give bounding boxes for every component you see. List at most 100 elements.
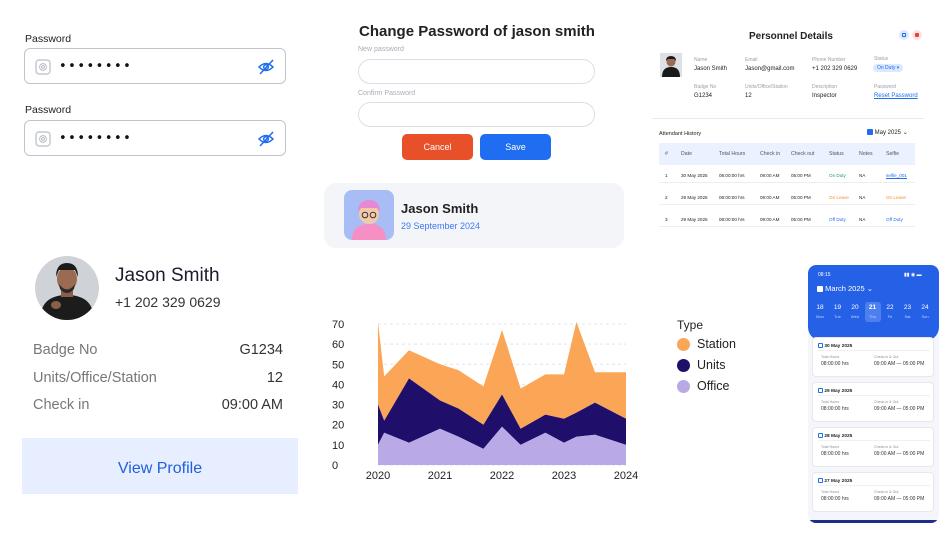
month-value: May 2025 (874, 130, 902, 136)
chip-date: 29 September 2024 (401, 221, 481, 231)
dialog-title: Change Password of jason smith (359, 23, 595, 40)
password-value: •••••••• (59, 59, 133, 74)
card-date-text: 29 May 2025 (824, 389, 853, 394)
chevron-down-icon: ⌄ (902, 130, 908, 136)
eye-off-icon[interactable] (257, 130, 275, 148)
divider (818, 440, 930, 441)
password-label: Password (25, 104, 72, 116)
badge-value: G1234 (239, 342, 283, 358)
check-range-value: 09:00 AM — 05:00 PM (874, 361, 925, 367)
total-hours-label: Total Hours (821, 445, 840, 449)
day-number[interactable]: 18 (816, 304, 824, 311)
table-cell[interactable]: selfie_001 (886, 173, 907, 178)
y-tick-label: 50 (332, 359, 344, 371)
column-header: Check in (760, 151, 781, 157)
calendar-icon (818, 433, 823, 438)
avatar (344, 190, 394, 240)
total-hours-value: 08:00:00 hrs (821, 451, 849, 457)
month-selector[interactable]: March 2025 ⌄ (817, 284, 873, 293)
status-dropdown[interactable]: On Duty ▾ (873, 64, 904, 72)
day-number[interactable]: 22 (886, 304, 894, 311)
status-icons: ▮▮ ◉ ▬ (904, 272, 922, 278)
y-tick-label: 30 (332, 400, 344, 412)
calendar-icon (818, 478, 823, 483)
day-number[interactable]: 21 (868, 304, 877, 311)
edit-icon[interactable] (899, 30, 909, 40)
divider (652, 118, 924, 119)
total-hours-value: 08:00:00 hrs (821, 496, 849, 502)
status-time: 08:15 (818, 272, 831, 278)
password-field[interactable]: •••••••• (24, 48, 286, 84)
check-range-label: Check-in & Out (874, 490, 899, 494)
day-number[interactable]: 23 (903, 304, 912, 311)
card-date-text: 28 May 2025 (824, 434, 853, 439)
check-range-value: 09:00 AM — 05:00 PM (874, 451, 925, 457)
badge-label: Badge No (33, 342, 98, 358)
cancel-button[interactable]: Cancel (402, 134, 473, 160)
attendance-card[interactable]: 28 May 2025 Total Hours 08:00:00 hrs Check-… (812, 427, 934, 467)
table-cell: 05:00 PM (791, 173, 811, 178)
check-range-label: Check-in & Out (874, 355, 899, 359)
units-value: 12 (745, 93, 752, 99)
table-cell: NA (859, 195, 866, 200)
legend-swatch (677, 380, 690, 393)
bottom-bar (808, 520, 939, 523)
day-number[interactable]: 24 (921, 304, 929, 311)
total-hours-value: 08:00:00 hrs (821, 361, 849, 367)
table-cell: 2 (665, 195, 668, 200)
confirm-password-label: Confirm Password (358, 90, 416, 97)
legend-swatch (677, 359, 690, 372)
total-hours-value: 08:00:00 hrs (821, 406, 849, 412)
password-field[interactable]: •••••••• (24, 120, 286, 156)
column-header: Total Hours (719, 151, 746, 157)
row-divider (659, 204, 915, 205)
check-range-value: 09:00 AM — 05:00 PM (874, 406, 925, 412)
card-date: 29 May 2025 (818, 388, 852, 394)
password-label: Password (874, 84, 896, 90)
legend-label: Office (697, 379, 730, 393)
row-divider (659, 182, 915, 183)
checkin-label: Check in (33, 397, 90, 413)
day-number[interactable]: 20 (851, 304, 859, 311)
day-number[interactable]: 19 (833, 304, 842, 311)
eye-off-icon[interactable] (257, 58, 275, 76)
table-cell: On Duty (829, 173, 846, 178)
table-cell: 30 May 2025 (681, 173, 708, 178)
name-value: Jason Smith (694, 66, 728, 72)
total-hours-label: Total Hours (821, 355, 840, 359)
card-date: 30 May 2025 (818, 343, 852, 349)
month-picker[interactable]: May 2025 ⌄ (867, 129, 908, 136)
profile-photo (35, 256, 99, 320)
badge-label: Badge No (694, 84, 717, 90)
confirm-password-input[interactable] (358, 102, 595, 127)
mobile-app: 08:15 ▮▮ ◉ ▬ March 2025 ⌄ 18 Mon 19 Tue 20 We… (808, 265, 939, 523)
new-password-input[interactable] (358, 59, 595, 84)
table-cell: 08:00:00 hrs (719, 217, 745, 222)
table-cell: 09:00 AM (760, 195, 780, 200)
table-cell: 29 May 2025 (681, 195, 708, 200)
divider (818, 350, 930, 351)
table-cell: On Leave (829, 195, 849, 200)
password-label: Password (25, 33, 72, 45)
attendance-card[interactable]: 27 May 2025 Total Hours 08:00:00 hrs Check-… (812, 472, 934, 512)
history-title: Attendant History (659, 131, 702, 137)
view-profile-button[interactable]: View Profile (22, 438, 298, 494)
check-range-label: Check-in & Out (874, 400, 899, 404)
divider (818, 485, 930, 486)
day-of-week: Wed (850, 314, 860, 319)
column-header: Check out (791, 151, 815, 157)
x-tick-label: 2021 (428, 470, 452, 482)
table-cell: 08:00:00 hrs (719, 173, 745, 178)
reset-password-link[interactable]: Reset Password (874, 93, 918, 99)
attendance-card[interactable]: 30 May 2025 Total Hours 08:00:00 hrs Check-… (812, 337, 934, 377)
save-button[interactable]: Save (480, 134, 551, 160)
delete-icon[interactable] (912, 30, 922, 40)
attendance-card[interactable]: 29 May 2025 Total Hours 08:00:00 hrs Check-… (812, 382, 934, 422)
table-cell: 09:00 AM (760, 217, 780, 222)
column-header: Status (829, 151, 844, 157)
table-cell: 29 May 2025 (681, 217, 708, 222)
table-cell: NA (859, 173, 866, 178)
profile-chip[interactable]: Jason Smith 29 September 2024 (324, 183, 624, 248)
card-date-text: 27 May 2025 (824, 479, 853, 484)
profile-name: Jason Smith (115, 265, 220, 286)
